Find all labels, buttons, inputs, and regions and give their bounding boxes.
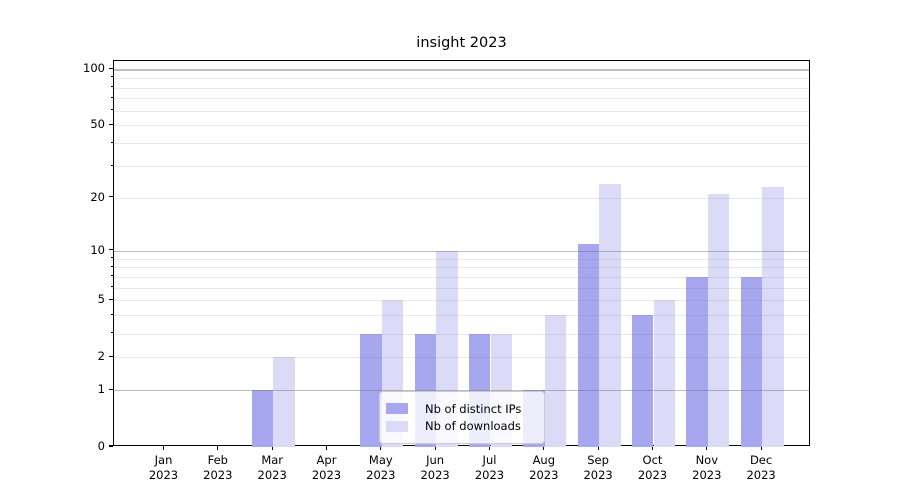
x-tick — [380, 446, 382, 450]
y-gridline-minor — [114, 287, 809, 289]
bar — [686, 276, 708, 447]
bar — [653, 300, 676, 447]
y-minor-tick — [110, 286, 113, 288]
x-tick-label: May 2023 — [366, 453, 396, 482]
y-tick-label: 50 — [90, 117, 105, 132]
x-tick-label: Mar 2023 — [257, 453, 287, 482]
bar — [577, 243, 600, 447]
x-tick — [760, 446, 762, 450]
legend-swatch-downloads — [386, 420, 408, 432]
y-tick-label: 0 — [97, 439, 105, 453]
y-minor-tick — [110, 313, 113, 315]
x-tick — [597, 446, 599, 450]
x-tick-label: Jul 2023 — [474, 453, 505, 482]
bar — [631, 315, 654, 447]
y-minor-tick — [110, 275, 113, 277]
y-minor-tick — [110, 355, 113, 357]
y-gridline-major — [114, 390, 809, 392]
y-gridline-minor — [114, 110, 809, 112]
plot-area: Nb of distinct IPs Nb of downloads — [113, 60, 810, 447]
y-gridline-minor — [114, 300, 809, 302]
x-tick — [217, 446, 219, 450]
x-tick — [162, 446, 165, 450]
x-tick — [706, 446, 708, 450]
bar — [707, 194, 730, 447]
y-gridline-major — [114, 250, 809, 252]
y-gridline-major — [114, 69, 809, 71]
y-minor-tick — [110, 141, 113, 143]
bar — [740, 276, 763, 447]
x-tick-label: Nov 2023 — [692, 453, 722, 482]
y-tick-label: 5 — [97, 292, 105, 307]
y-tick-label: 100 — [83, 61, 105, 76]
y-minor-tick — [110, 123, 113, 125]
x-tick-label: Dec 2023 — [746, 453, 776, 482]
y-gridline-minor — [114, 197, 809, 199]
y-gridline-minor — [114, 166, 809, 167]
x-tick — [271, 446, 273, 450]
y-minor-tick — [110, 96, 113, 98]
y-tick — [108, 67, 113, 69]
legend-item-downloads: Nb of downloads — [386, 418, 536, 434]
x-tick — [325, 446, 328, 450]
y-minor-tick — [110, 164, 113, 166]
bar — [544, 315, 567, 447]
x-tick-label: Jan 2023 — [148, 453, 179, 482]
bar — [599, 183, 621, 447]
y-gridline-minor — [114, 267, 809, 269]
y-tick — [108, 445, 113, 447]
y-gridline-minor — [114, 98, 809, 100]
y-gridline-minor — [114, 77, 809, 79]
legend-swatch-distinct-ips — [386, 403, 408, 414]
x-tick-label: Oct 2023 — [637, 453, 668, 482]
bar — [251, 390, 274, 447]
x-tick — [488, 446, 491, 450]
legend-label-distinct-ips: Nb of distinct IPs — [425, 401, 522, 416]
y-minor-tick — [110, 196, 113, 198]
x-tick-label: Sep 2023 — [583, 453, 613, 482]
y-gridline-minor — [114, 143, 809, 145]
bar — [360, 333, 382, 447]
y-tick — [108, 388, 113, 390]
y-minor-tick — [110, 332, 113, 334]
y-minor-tick — [110, 257, 113, 259]
bar — [273, 357, 295, 447]
x-tick — [434, 446, 436, 450]
y-minor-tick — [110, 265, 113, 267]
x-tick-label: Apr 2023 — [311, 453, 342, 482]
x-tick-label: Aug 2023 — [529, 453, 559, 482]
y-tick — [108, 249, 113, 251]
x-tick — [543, 446, 545, 450]
legend: Nb of distinct IPs Nb of downloads — [379, 391, 545, 444]
y-gridline-minor — [114, 315, 809, 317]
y-minor-tick — [110, 86, 113, 87]
y-gridline-minor — [114, 125, 809, 127]
y-minor-tick — [110, 76, 113, 78]
y-tick-label: 10 — [90, 242, 105, 257]
chart-title: insight 2023 — [416, 35, 507, 51]
x-tick — [651, 446, 654, 450]
y-minor-tick — [110, 109, 113, 111]
x-tick-label: Jun 2023 — [420, 453, 450, 482]
y-gridline-minor — [114, 357, 809, 359]
legend-item-distinct-ips: Nb of distinct IPs — [386, 401, 536, 417]
y-tick-label: 2 — [97, 349, 105, 364]
y-gridline-minor — [114, 87, 809, 89]
y-gridline-minor — [114, 333, 809, 335]
x-tick-label: Feb 2023 — [203, 453, 233, 482]
y-tick-label: 20 — [90, 189, 105, 204]
legend-label-downloads: Nb of downloads — [425, 419, 521, 433]
y-gridline-minor — [114, 258, 809, 260]
y-gridline-minor — [114, 276, 809, 278]
bar — [762, 187, 784, 447]
y-tick-label: 1 — [97, 382, 105, 397]
y-minor-tick — [110, 298, 113, 300]
